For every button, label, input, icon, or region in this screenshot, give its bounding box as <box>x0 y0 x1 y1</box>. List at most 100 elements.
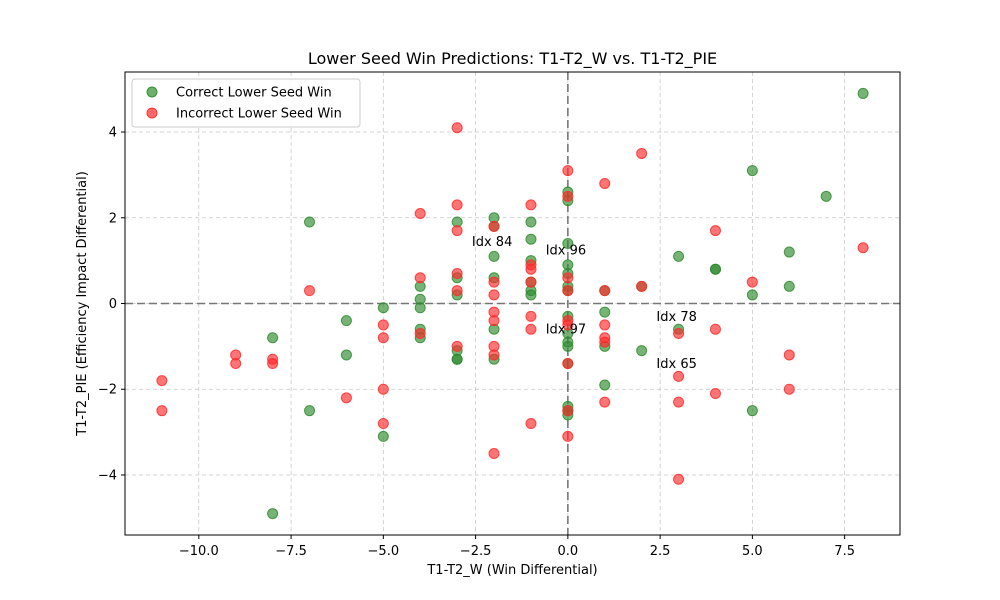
incorrect-point <box>414 207 426 219</box>
legend-marker-incorrect <box>146 107 158 119</box>
incorrect-point <box>562 430 574 442</box>
incorrect-point <box>377 418 389 430</box>
correct-point <box>340 349 352 361</box>
incorrect-point <box>783 349 795 361</box>
y-tick-label: 0 <box>109 297 117 312</box>
correct-point <box>746 289 758 301</box>
y-axis-label: T1-T2_PIE (Efficiency Impact Differentia… <box>75 171 90 437</box>
incorrect-point <box>488 349 500 361</box>
incorrect-point <box>562 272 574 284</box>
incorrect-point <box>857 242 869 254</box>
incorrect-point <box>156 375 168 387</box>
y-axis-ticks: −4 −2 0 2 4 <box>98 126 125 483</box>
correct-point <box>525 233 537 245</box>
correct-point <box>599 306 611 318</box>
correct-point <box>267 508 279 520</box>
incorrect-point <box>562 405 574 417</box>
incorrect-point <box>562 190 574 202</box>
point-annotation: Idx 97 <box>546 323 586 338</box>
correct-point <box>673 250 685 262</box>
incorrect-point <box>488 220 500 232</box>
x-tick-label: −10.0 <box>179 544 219 559</box>
incorrect-point <box>488 448 500 460</box>
correct-point <box>820 190 832 202</box>
correct-point <box>857 87 869 99</box>
x-tick-label: −5.0 <box>368 544 400 559</box>
x-tick-label: 2.5 <box>650 544 671 559</box>
incorrect-point <box>304 285 316 297</box>
incorrect-point <box>414 328 426 340</box>
correct-point <box>746 405 758 417</box>
point-annotation: Idx 65 <box>656 357 696 372</box>
correct-point <box>488 250 500 262</box>
incorrect-point <box>599 396 611 408</box>
incorrect-point <box>709 388 721 400</box>
legend-marker-correct <box>146 86 158 98</box>
legend-box <box>131 78 361 128</box>
incorrect-point <box>377 383 389 395</box>
legend: Correct Lower Seed Win Incorrect Lower S… <box>131 78 361 128</box>
incorrect-point <box>562 319 574 331</box>
incorrect-point <box>636 280 648 292</box>
incorrect-point <box>451 267 463 279</box>
y-tick-label: −2 <box>98 383 117 398</box>
correct-point <box>304 216 316 228</box>
incorrect-point <box>340 392 352 404</box>
correct-point <box>746 165 758 177</box>
correct-point <box>525 289 537 301</box>
x-axis-ticks: −10.0 −7.5 −5.0 −2.5 0.0 2.5 5.0 7.5 <box>179 535 855 559</box>
legend-label-incorrect: Incorrect Lower Seed Win <box>176 107 342 122</box>
incorrect-point <box>451 122 463 134</box>
x-tick-label: −2.5 <box>460 544 492 559</box>
incorrect-point <box>673 328 685 340</box>
incorrect-point <box>451 340 463 352</box>
correct-point <box>304 405 316 417</box>
y-tick-label: −4 <box>98 468 117 483</box>
correct-point <box>377 430 389 442</box>
incorrect-point <box>673 473 685 485</box>
incorrect-point <box>673 396 685 408</box>
point-annotation: Idx 84 <box>472 235 512 250</box>
y-tick-label: 2 <box>109 211 117 226</box>
x-tick-label: 7.5 <box>834 544 855 559</box>
incorrect-point <box>451 285 463 297</box>
incorrect-point <box>451 199 463 211</box>
point-annotation: Idx 96 <box>546 243 586 258</box>
chart-title: Lower Seed Win Predictions: T1-T2_W vs. … <box>308 49 717 69</box>
incorrect-point <box>525 418 537 430</box>
incorrect-point <box>488 276 500 288</box>
incorrect-point <box>414 272 426 284</box>
y-tick-label: 4 <box>109 126 117 141</box>
incorrect-point <box>525 199 537 211</box>
incorrect-point <box>377 319 389 331</box>
point-annotation: Idx 78 <box>656 310 696 325</box>
x-axis-label: T1-T2_W (Win Differential) <box>426 563 597 578</box>
x-tick-label: 0.0 <box>558 544 579 559</box>
incorrect-point <box>599 177 611 189</box>
incorrect-point <box>525 323 537 335</box>
incorrect-point <box>709 323 721 335</box>
incorrect-point <box>377 332 389 344</box>
correct-point <box>451 353 463 365</box>
incorrect-point <box>451 225 463 237</box>
incorrect-point <box>267 358 279 370</box>
incorrect-point <box>599 336 611 348</box>
incorrect-point <box>599 285 611 297</box>
incorrect-point <box>599 319 611 331</box>
incorrect-point <box>488 315 500 327</box>
legend-label-correct: Correct Lower Seed Win <box>176 86 332 101</box>
correct-point <box>377 302 389 314</box>
incorrect-point <box>230 358 242 370</box>
incorrect-point <box>783 383 795 395</box>
incorrect-point <box>525 310 537 322</box>
correct-point <box>562 340 574 352</box>
correct-point <box>709 263 721 275</box>
incorrect-point <box>673 370 685 382</box>
correct-point <box>525 216 537 228</box>
correct-point <box>267 332 279 344</box>
incorrect-point <box>525 276 537 288</box>
data-points <box>156 87 869 520</box>
x-tick-label: 5.0 <box>742 544 763 559</box>
correct-point <box>783 246 795 258</box>
